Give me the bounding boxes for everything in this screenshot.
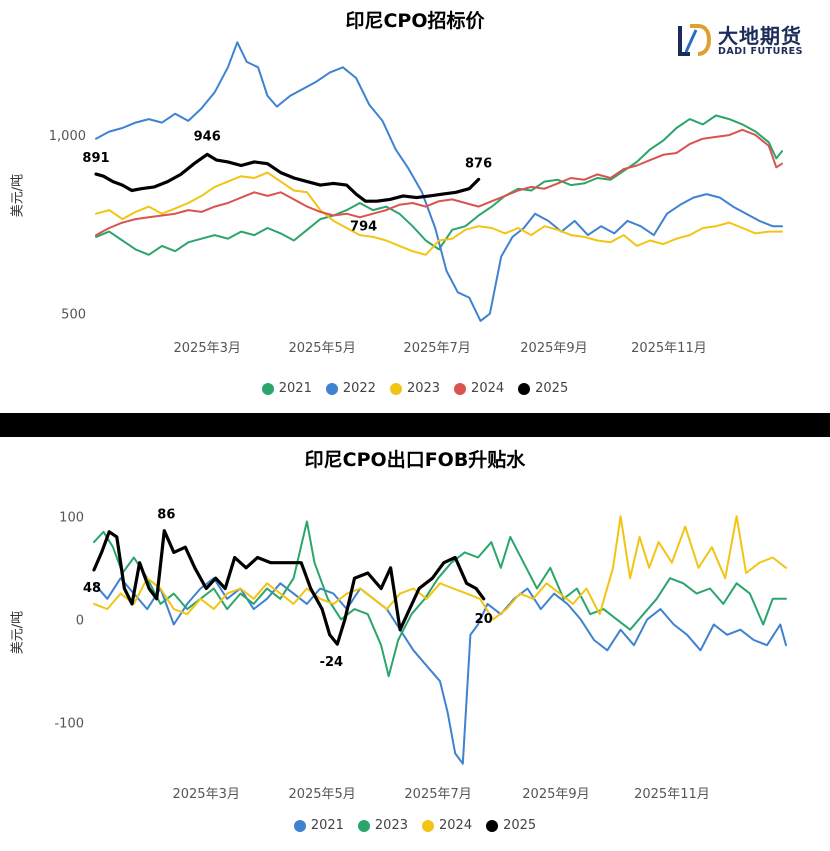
- legend-item-2021[interactable]: 2021: [293, 818, 344, 833]
- series-line-2023: [95, 171, 783, 256]
- legend-label: 2022: [342, 381, 376, 396]
- data-label: 48: [83, 581, 101, 596]
- data-label: -24: [320, 655, 344, 670]
- fob-premium-chart: -100 0 100 2025年3月 2025年5月 2025年7月 2025年9月 2025…: [54, 508, 787, 802]
- x-tick-label: 2025年9月: [522, 787, 589, 802]
- legend-marker: [389, 382, 402, 395]
- legend-label: 2025: [503, 818, 537, 833]
- data-label: 794: [350, 220, 377, 235]
- legend-label: 2024: [439, 818, 473, 833]
- legend-item-2022[interactable]: 2022: [325, 381, 376, 396]
- x-tick-label: 2025年11月: [634, 787, 710, 802]
- y-axis-label: 美元/吨: [10, 173, 26, 218]
- legend-label: 2021: [278, 381, 312, 396]
- legend-item-2025[interactable]: 2025: [518, 381, 568, 396]
- legend-label: 2021: [310, 818, 344, 833]
- x-tick-label: 2025年3月: [172, 787, 239, 802]
- legend-label: 2024: [471, 381, 505, 396]
- legend-marker: [357, 819, 370, 832]
- tender-price-chart-panel: 印尼CPO招标价 500 1,000 2025年3月 2025年5月 2025年7月 20…: [0, 0, 830, 413]
- data-label: 86: [157, 508, 175, 523]
- legend-marker: [325, 382, 338, 395]
- legend-marker: [293, 819, 306, 832]
- legend-label: 2025: [535, 381, 569, 396]
- chart-legend: 2021 2022 2023 2024 2025: [0, 381, 830, 396]
- data-label: 20: [475, 612, 493, 627]
- x-tick-label: 2025年11月: [631, 341, 707, 356]
- legend-item-2025[interactable]: 2025: [486, 818, 536, 833]
- data-label: 876: [465, 156, 492, 171]
- logo-name-en: DADI FUTURES: [718, 46, 804, 57]
- legend-item-2024[interactable]: 2024: [422, 818, 472, 833]
- legend-label: 2023: [374, 818, 408, 833]
- legend-item-2023[interactable]: 2023: [389, 381, 441, 396]
- series-line-2023: [93, 520, 787, 678]
- chart-legend: 2021 2023 2024 2025: [0, 818, 830, 833]
- legend-marker: [486, 819, 499, 832]
- legend-marker: [261, 382, 274, 395]
- series-line-2021: [93, 577, 787, 765]
- x-tick-label: 2025年5月: [288, 341, 355, 356]
- legend-marker: [518, 382, 531, 395]
- legend-item-2023[interactable]: 2023: [357, 818, 408, 833]
- dadi-logo-icon: [678, 24, 712, 56]
- tender-price-chart: 500 1,000 2025年3月 2025年5月 2025年7月 2025年9月 2025…: [49, 41, 783, 356]
- legend-marker: [422, 819, 434, 832]
- series-line-2024: [93, 515, 787, 621]
- fob-premium-chart-panel: 印尼CPO出口FOB升贴水 -100 0 100 2025年3月 2025年5月 2025…: [0, 437, 830, 851]
- legend-label: 2023: [406, 381, 441, 396]
- panel-separator: [0, 413, 830, 437]
- y-axis-label: 美元/吨: [10, 610, 26, 655]
- x-tick-label: 2025年5月: [288, 787, 355, 802]
- y-tick-label: 1,000: [49, 129, 86, 144]
- x-tick-label: 2025年7月: [404, 787, 471, 802]
- series-line-2025: [94, 152, 481, 203]
- dadi-futures-logo: 大地期货 DADI FUTURES: [676, 18, 816, 64]
- series-line-2024: [95, 128, 783, 237]
- logo-name-cn: 大地期货: [718, 24, 802, 48]
- y-tick-label: -100: [54, 716, 84, 731]
- legend-item-2024[interactable]: 2024: [454, 381, 504, 396]
- data-label: 891: [82, 151, 109, 166]
- y-tick-label: 500: [61, 308, 86, 323]
- y-tick-label: 0: [76, 613, 84, 628]
- x-tick-label: 2025年9月: [520, 341, 587, 356]
- legend-item-2021[interactable]: 2021: [261, 381, 312, 396]
- series-line-2025: [92, 529, 486, 646]
- series-line-2022: [95, 41, 783, 322]
- x-tick-label: 2025年7月: [403, 341, 470, 356]
- data-label: 946: [194, 129, 221, 144]
- chart-title: 印尼CPO招标价: [345, 10, 485, 32]
- y-tick-label: 100: [59, 510, 84, 525]
- chart-title: 印尼CPO出口FOB升贴水: [304, 449, 526, 471]
- legend-marker: [454, 382, 467, 395]
- x-tick-label: 2025年3月: [174, 341, 241, 356]
